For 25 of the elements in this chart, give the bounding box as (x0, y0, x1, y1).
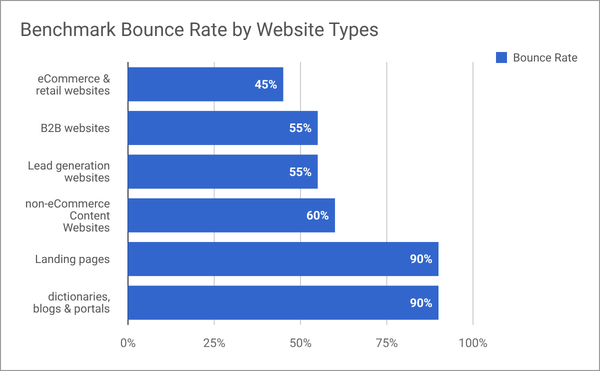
data-label: 55% (289, 164, 312, 179)
data-label: 45% (254, 77, 278, 92)
data-label: 90% (410, 252, 433, 266)
y-tick-label: dictionaries, blogs & portals (32, 290, 110, 316)
bar (128, 198, 335, 232)
y-tick-label: non-eCommerce Content Websites (25, 196, 110, 234)
x-tick-label: 0% (120, 336, 136, 350)
legend-label: Bounce Rate (513, 50, 578, 65)
bar (128, 242, 438, 276)
x-tick-label: 25% (203, 336, 226, 350)
bar (128, 110, 318, 146)
bar (128, 286, 438, 320)
y-tick-label: Lead generation websites (28, 158, 110, 185)
chart-title: Benchmark Bounce Rate by Website Types (20, 18, 379, 41)
x-tick-label: 75% (376, 336, 398, 350)
data-label: 90% (410, 296, 433, 310)
bar (128, 67, 284, 102)
y-tick-label: B2B websites (40, 120, 110, 135)
x-tick-label: 100% (458, 336, 488, 350)
y-tick-label: Landing pages (35, 252, 110, 266)
data-label: 60% (306, 208, 330, 223)
bar (128, 154, 318, 189)
y-tick-label: eCommerce & retail websites (36, 71, 111, 98)
x-tick-label: 50% (289, 336, 312, 350)
data-label: 55% (289, 121, 312, 136)
